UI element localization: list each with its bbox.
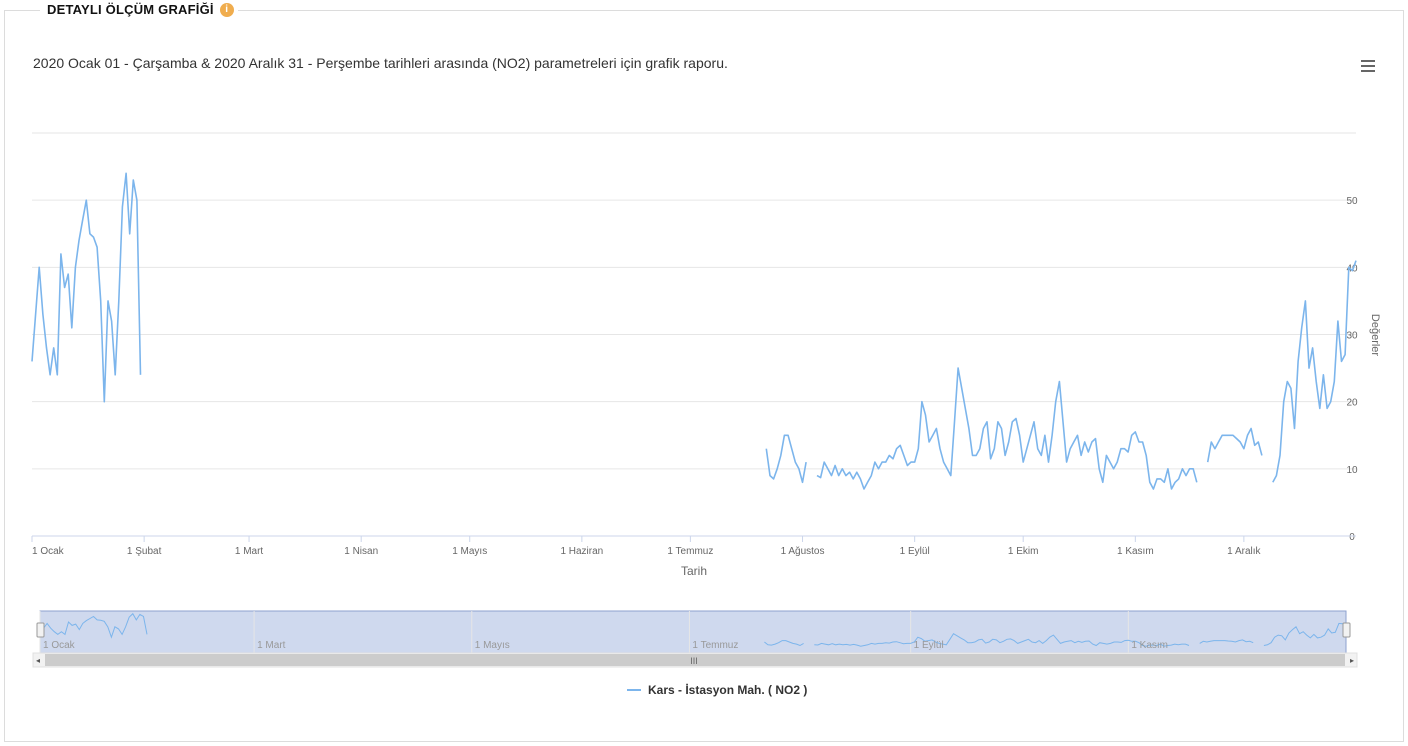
x-tick-label: 1 Ocak bbox=[32, 546, 65, 557]
x-axis-label: Tarih bbox=[681, 564, 707, 578]
chart-panel bbox=[4, 10, 1404, 742]
x-tick-label: 1 Temmuz bbox=[667, 546, 713, 557]
series-line[interactable] bbox=[1272, 260, 1357, 483]
x-tick-label: 1 Eylül bbox=[900, 546, 930, 557]
navigator-tick-label: 1 Eylül bbox=[914, 640, 944, 651]
legend-item-label[interactable]: Kars - İstasyon Mah. ( NO2 ) bbox=[648, 682, 807, 697]
series-line[interactable] bbox=[1206, 427, 1263, 463]
navigator-series-line bbox=[1199, 639, 1254, 644]
navigator[interactable]: 1 Ocak 1 Mart 1 Mayıs 1 Temmuz 1 Eylül 1 Kası… bbox=[36, 610, 1351, 654]
navigator-tick-label: 1 Kasım bbox=[1131, 640, 1168, 651]
x-tick-label: 1 Kasım bbox=[1117, 546, 1154, 557]
x-tick-label: 1 Ağustos bbox=[781, 546, 825, 557]
x-tick-label: 1 Ekim bbox=[1008, 546, 1039, 557]
y-tick-label: 20 bbox=[1346, 398, 1358, 409]
panel-border-right bbox=[238, 10, 1404, 11]
legend[interactable]: Kars - İstasyon Mah. ( NO2 ) bbox=[627, 682, 807, 697]
series-line[interactable] bbox=[31, 172, 142, 403]
x-tick-label: 1 Nisan bbox=[344, 546, 378, 557]
scrollbar[interactable]: III ◂ ▸ bbox=[32, 652, 1358, 668]
x-tick-label: 1 Mart bbox=[235, 546, 264, 557]
x-tick-label: 1 Mayıs bbox=[452, 546, 487, 557]
x-tick-label: 1 Şubat bbox=[127, 546, 162, 557]
scroll-left-arrow-icon[interactable]: ◂ bbox=[36, 656, 40, 665]
grid-lines bbox=[32, 132, 1356, 537]
x-axis: 1 Ocak 1 Şubat 1 Mart 1 Nisan 1 Mayıs 1 Hazir… bbox=[31, 535, 1356, 557]
navigator-handle-left[interactable] bbox=[36, 622, 45, 638]
y-tick-label: 10 bbox=[1346, 465, 1358, 476]
navigator-handle-right[interactable] bbox=[1342, 622, 1351, 638]
navigator-tick-label: 1 Mayıs bbox=[475, 640, 510, 651]
navigator-tick-label: 1 Mart bbox=[257, 640, 286, 651]
series-line[interactable] bbox=[816, 367, 1198, 490]
x-tick-label: 1 Haziran bbox=[560, 546, 603, 557]
scrollbar-thumb[interactable] bbox=[45, 654, 1345, 666]
navigator-tick-label: 1 Temmuz bbox=[692, 640, 738, 651]
navigator-series-line bbox=[764, 640, 804, 647]
scroll-right-arrow-icon[interactable]: ▸ bbox=[1350, 656, 1354, 665]
y-tick-label: 0 bbox=[1349, 532, 1355, 543]
chart-title: 2020 Ocak 01 - Çarşamba & 2020 Aralık 31… bbox=[33, 55, 728, 71]
navigator-series-line bbox=[814, 633, 1190, 647]
navigator-series-line bbox=[1263, 622, 1347, 646]
panel-title-text: DETAYLI ÖLÇÜM GRAFİĞİ bbox=[47, 2, 214, 17]
navigator-ticks: 1 Ocak 1 Mart 1 Mayıs 1 Temmuz 1 Eylül 1 Kası… bbox=[43, 640, 1168, 651]
navigator-tick-label: 1 Ocak bbox=[43, 640, 76, 651]
y-tick-label: 50 bbox=[1346, 196, 1358, 207]
navigator-series-line bbox=[39, 612, 148, 639]
y-tick-label: 30 bbox=[1346, 331, 1358, 342]
scrollbar-grip-icon[interactable]: III bbox=[690, 656, 698, 666]
chart-menu-icon[interactable] bbox=[1361, 60, 1375, 72]
panel-title: DETAYLI ÖLÇÜM GRAFİĞİ i bbox=[47, 2, 234, 17]
navigator-series bbox=[39, 612, 1347, 647]
y-axis-label: Değerler bbox=[1369, 314, 1381, 357]
x-tick-label: 1 Aralık bbox=[1227, 546, 1261, 557]
series-line[interactable] bbox=[765, 434, 807, 484]
plot-area bbox=[31, 172, 1357, 490]
info-icon[interactable]: i bbox=[219, 2, 234, 17]
panel-border-left bbox=[4, 10, 40, 11]
